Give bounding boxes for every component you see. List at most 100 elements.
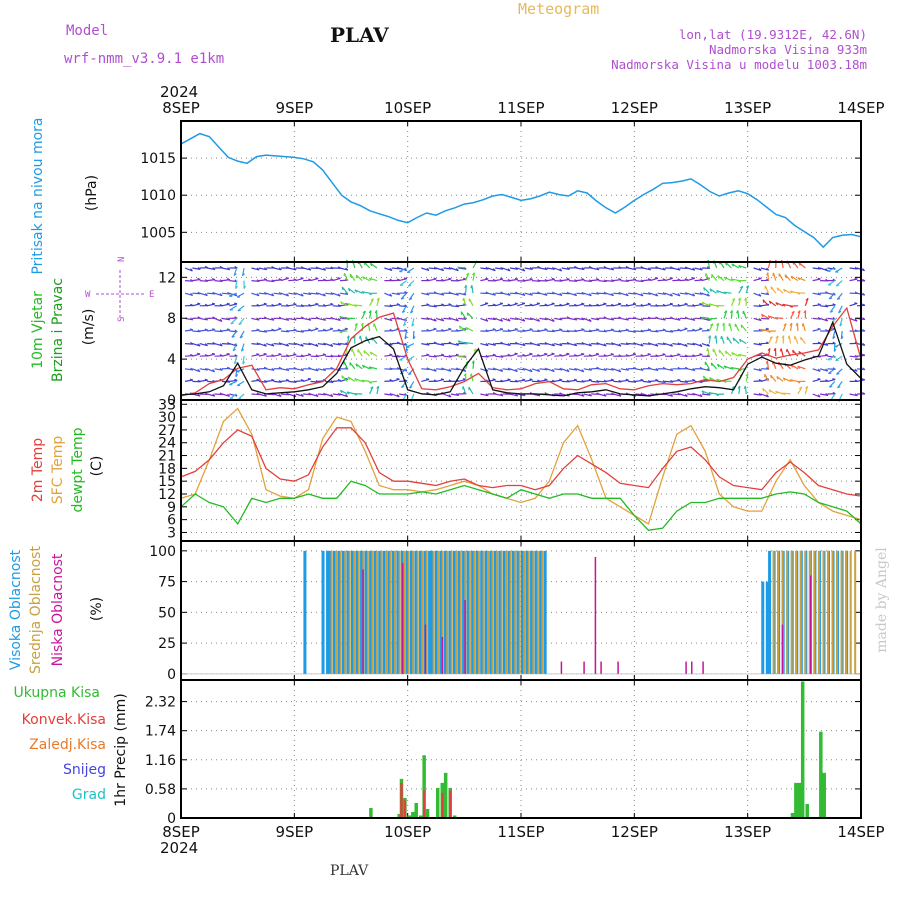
wind-arrow [302, 378, 311, 382]
wind-arrow-head [401, 385, 405, 389]
wind-arrow [192, 353, 201, 357]
wind-arrow-head [766, 292, 770, 296]
wind-arrow-head [731, 298, 736, 301]
cloud-high-bar [539, 550, 543, 674]
wind-arrow [834, 343, 843, 348]
wind-arrow [487, 292, 496, 296]
wind-arrow [708, 335, 711, 344]
wind-arrow-head [566, 368, 570, 373]
wind-arrow [457, 340, 466, 345]
wind-arrow [450, 368, 459, 371]
wind-arrow [237, 393, 245, 400]
wind-arrow-head [833, 348, 837, 352]
wind-arrow [561, 267, 570, 270]
wind-arrow-head [797, 365, 801, 369]
wind-arrow-head [795, 322, 798, 326]
wind-arrow [459, 325, 466, 332]
wind-arrow-head [340, 301, 343, 305]
wind-arrow-head [825, 353, 829, 356]
wind-arrow [742, 310, 747, 319]
cloud-mid-bar [491, 550, 494, 674]
wind-arrow-head [426, 292, 430, 296]
wind-arrow [184, 368, 194, 371]
wind-arrow-head [707, 368, 711, 372]
wind-arrow [509, 303, 518, 307]
wind-arrow-head [353, 393, 358, 396]
wind-arrow [738, 353, 747, 357]
wind-arrow [354, 304, 363, 307]
wind-arrow-head [817, 303, 821, 306]
wind-arrow-head [337, 342, 341, 346]
cloud-mid-bar [425, 550, 428, 674]
wind-arrow [339, 393, 348, 398]
wind-arrow [242, 356, 245, 365]
wind-arrow [708, 323, 714, 332]
wind-arrow-head [212, 328, 216, 331]
wind-arrow [399, 267, 407, 273]
wind-arrow-head [720, 335, 723, 340]
wind-arrow [303, 393, 312, 396]
wind-arrow-head [758, 342, 762, 346]
wind-arrow-head [278, 327, 282, 330]
wind-arrow [361, 379, 370, 382]
wind-arrow-head [346, 302, 350, 306]
cloud-mid-bar [455, 550, 458, 674]
wind-arrow-head [441, 267, 445, 272]
wind-arrow [517, 368, 526, 371]
wind-arrow [598, 303, 607, 307]
wind-arrow [192, 368, 201, 373]
wind-arrow [598, 292, 607, 295]
wind-arrow-head [551, 277, 555, 280]
y-tick-label: 1005 [140, 225, 176, 241]
wind-arrow-head [389, 318, 393, 322]
wind-arrow [701, 368, 710, 372]
wind-arrow-head [197, 267, 201, 270]
wind-arrow [797, 386, 803, 395]
wind-arrow-head [239, 335, 243, 339]
precip-total-bar [419, 815, 423, 818]
precip-conv-bar [403, 800, 407, 818]
cloud-mid-bar [808, 550, 811, 674]
wind-arrow [332, 380, 341, 382]
wind-arrow-head [473, 348, 477, 352]
wind-arrow-head [499, 302, 503, 305]
cloud-mid-bar [459, 550, 462, 674]
cloud-high-bar [471, 550, 475, 674]
wind-arrow-head [492, 328, 496, 331]
wind-arrow-head [256, 378, 260, 381]
cloud-mid-bar [437, 550, 440, 674]
t2m-label: 2m Temp [30, 438, 46, 502]
wind-arrow-head [692, 317, 696, 321]
wind-arrow-head [408, 284, 412, 287]
wind-arrow-head [307, 353, 312, 356]
wind-arrow-head [271, 279, 275, 283]
cloud-mid-bar [804, 550, 807, 674]
wind-arrow-head [862, 303, 866, 306]
wind-arrow [753, 368, 762, 372]
wind-arrow [443, 317, 452, 320]
wind-arrow [849, 355, 858, 358]
wind-arrow-head [441, 303, 445, 306]
wind-arrow-head [500, 266, 504, 270]
footer-station: PLAV [330, 863, 369, 879]
wind-arrow-head [684, 343, 688, 347]
wind-arrow-head [499, 277, 504, 280]
wind-arrow [233, 356, 238, 365]
wind-arrow-head [463, 373, 467, 377]
wind-arrow [762, 299, 769, 307]
wind-arrow [775, 302, 784, 307]
wind-arrow [812, 393, 821, 398]
wind-arrow [812, 292, 821, 296]
wind-arrow-head [234, 361, 238, 365]
cloud-high-label: Visoka Oblacnost [8, 549, 24, 670]
wind-arrow [753, 292, 762, 297]
wind-arrow-head [300, 378, 304, 382]
wind-arrow-head [522, 367, 526, 371]
wind-arrow-head [235, 373, 239, 378]
wind-arrow-head [462, 297, 465, 302]
precip-panel: 00.581.161.742.32 [145, 679, 862, 827]
wind-arrow [613, 368, 621, 373]
wind-arrow [694, 393, 703, 398]
cloud-high-bar [761, 581, 765, 674]
wind-arrow [715, 335, 718, 344]
